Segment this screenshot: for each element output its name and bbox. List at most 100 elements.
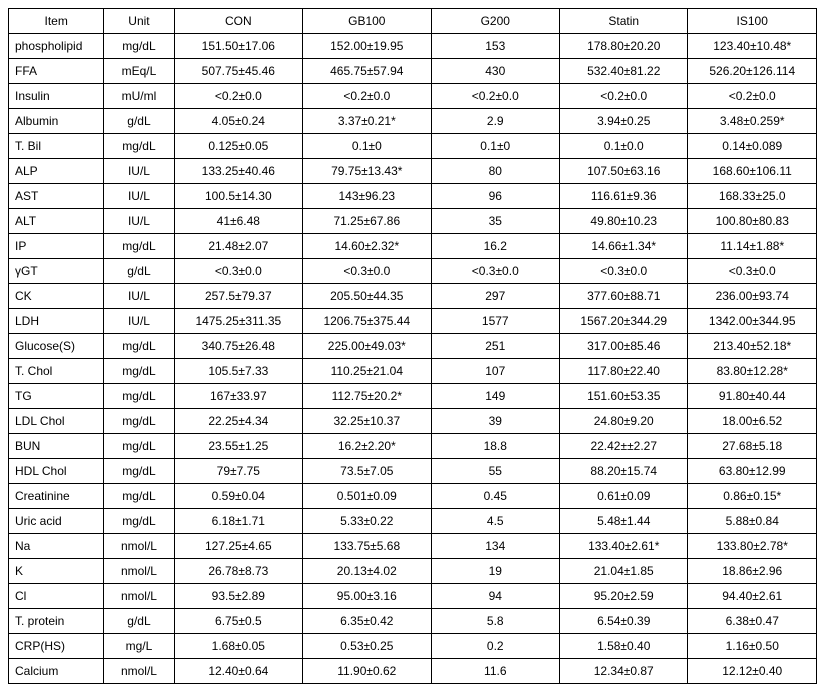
data-cell: 26.78±8.73 — [174, 559, 302, 584]
data-cell: 526.20±126.114 — [688, 59, 817, 84]
header-item: Item — [9, 9, 104, 34]
data-cell: 100.80±80.83 — [688, 209, 817, 234]
data-cell: 1.58±0.40 — [560, 634, 688, 659]
data-cell: 168.60±106.11 — [688, 159, 817, 184]
unit-cell: mg/dL — [104, 359, 174, 384]
data-cell: 167±33.97 — [174, 384, 302, 409]
table-row: ALTIU/L41±6.4871.25±67.863549.80±10.2310… — [9, 209, 817, 234]
data-cell: <0.2±0.0 — [560, 84, 688, 109]
data-cell: <0.3±0.0 — [174, 259, 302, 284]
table-row: ASTIU/L100.5±14.30143±96.2396116.61±9.36… — [9, 184, 817, 209]
data-cell: 1206.75±375.44 — [303, 309, 431, 334]
table-row: T. proteing/dL6.75±0.56.35±0.425.86.54±0… — [9, 609, 817, 634]
data-cell: 80 — [431, 159, 559, 184]
data-cell: 5.88±0.84 — [688, 509, 817, 534]
data-cell: 340.75±26.48 — [174, 334, 302, 359]
data-cell: 93.5±2.89 — [174, 584, 302, 609]
data-cell: 55 — [431, 459, 559, 484]
unit-cell: IU/L — [104, 309, 174, 334]
data-cell: 4.05±0.24 — [174, 109, 302, 134]
data-cell: 0.14±0.089 — [688, 134, 817, 159]
table-row: ALPIU/L133.25±40.4679.75±13.43*80107.50±… — [9, 159, 817, 184]
table-row: TGmg/dL167±33.97112.75±20.2*149151.60±53… — [9, 384, 817, 409]
data-cell: 151.50±17.06 — [174, 34, 302, 59]
item-cell: TG — [9, 384, 104, 409]
data-cell: 6.54±0.39 — [560, 609, 688, 634]
table-row: γGTg/dL<0.3±0.0<0.3±0.0<0.3±0.0<0.3±0.0<… — [9, 259, 817, 284]
data-cell: 152.00±19.95 — [303, 34, 431, 59]
unit-cell: mg/L — [104, 634, 174, 659]
data-cell: 27.68±5.18 — [688, 434, 817, 459]
data-cell: 2.9 — [431, 109, 559, 134]
data-cell: 16.2 — [431, 234, 559, 259]
data-cell: <0.2±0.0 — [303, 84, 431, 109]
data-cell: 19 — [431, 559, 559, 584]
data-cell: 105.5±7.33 — [174, 359, 302, 384]
header-is100: IS100 — [688, 9, 817, 34]
data-cell: <0.3±0.0 — [688, 259, 817, 284]
item-cell: Insulin — [9, 84, 104, 109]
data-cell: 96 — [431, 184, 559, 209]
data-cell: 0.1±0.0 — [560, 134, 688, 159]
data-cell: 0.125±0.05 — [174, 134, 302, 159]
table-row: LDL Cholmg/dL22.25±4.3432.25±10.373924.8… — [9, 409, 817, 434]
data-cell: 22.25±4.34 — [174, 409, 302, 434]
table-row: Nanmol/L127.25±4.65133.75±5.68134133.40±… — [9, 534, 817, 559]
data-cell: 83.80±12.28* — [688, 359, 817, 384]
data-cell: 297 — [431, 284, 559, 309]
data-cell: 0.86±0.15* — [688, 484, 817, 509]
data-cell: 0.1±0 — [303, 134, 431, 159]
data-cell: 1.68±0.05 — [174, 634, 302, 659]
table-row: CKIU/L257.5±79.37205.50±44.35297377.60±8… — [9, 284, 817, 309]
data-cell: 91.80±40.44 — [688, 384, 817, 409]
data-cell: 116.61±9.36 — [560, 184, 688, 209]
data-cell: 0.1±0 — [431, 134, 559, 159]
data-cell: 41±6.48 — [174, 209, 302, 234]
data-cell: 79.75±13.43* — [303, 159, 431, 184]
data-cell: 1475.25±311.35 — [174, 309, 302, 334]
data-cell: 153 — [431, 34, 559, 59]
data-cell: 21.48±2.07 — [174, 234, 302, 259]
data-cell: 11.14±1.88* — [688, 234, 817, 259]
data-cell: 225.00±49.03* — [303, 334, 431, 359]
data-cell: 0.53±0.25 — [303, 634, 431, 659]
data-cell: 12.34±0.87 — [560, 659, 688, 684]
table-row: Glucose(S)mg/dL340.75±26.48225.00±49.03*… — [9, 334, 817, 359]
data-cell: <0.2±0.0 — [174, 84, 302, 109]
table-body: phospholipidmg/dL151.50±17.06152.00±19.9… — [9, 34, 817, 684]
table-row: T. Bilmg/dL0.125±0.050.1±00.1±00.1±0.00.… — [9, 134, 817, 159]
unit-cell: mg/dL — [104, 459, 174, 484]
data-cell: 94 — [431, 584, 559, 609]
unit-cell: mg/dL — [104, 34, 174, 59]
data-cell: 1577 — [431, 309, 559, 334]
data-cell: 14.66±1.34* — [560, 234, 688, 259]
item-cell: γGT — [9, 259, 104, 284]
data-cell: 133.80±2.78* — [688, 534, 817, 559]
item-cell: LDL Chol — [9, 409, 104, 434]
data-cell: 0.61±0.09 — [560, 484, 688, 509]
item-cell: K — [9, 559, 104, 584]
data-cell: 20.13±4.02 — [303, 559, 431, 584]
data-cell: 151.60±53.35 — [560, 384, 688, 409]
unit-cell: mg/dL — [104, 134, 174, 159]
unit-cell: g/dL — [104, 609, 174, 634]
unit-cell: g/dL — [104, 259, 174, 284]
item-cell: CK — [9, 284, 104, 309]
item-cell: Uric acid — [9, 509, 104, 534]
unit-cell: nmol/L — [104, 584, 174, 609]
data-cell: 127.25±4.65 — [174, 534, 302, 559]
data-cell: 12.40±0.64 — [174, 659, 302, 684]
data-cell: 133.25±40.46 — [174, 159, 302, 184]
data-cell: 5.8 — [431, 609, 559, 634]
unit-cell: nmol/L — [104, 659, 174, 684]
unit-cell: mg/dL — [104, 484, 174, 509]
item-cell: phospholipid — [9, 34, 104, 59]
table-row: IPmg/dL21.48±2.0714.60±2.32*16.214.66±1.… — [9, 234, 817, 259]
unit-cell: mg/dL — [104, 409, 174, 434]
data-cell: 168.33±25.0 — [688, 184, 817, 209]
item-cell: Albumin — [9, 109, 104, 134]
biochemistry-table: Item Unit CON GB100 G200 Statin IS100 ph… — [8, 8, 817, 684]
data-cell: 11.6 — [431, 659, 559, 684]
data-cell: 257.5±79.37 — [174, 284, 302, 309]
item-cell: AST — [9, 184, 104, 209]
